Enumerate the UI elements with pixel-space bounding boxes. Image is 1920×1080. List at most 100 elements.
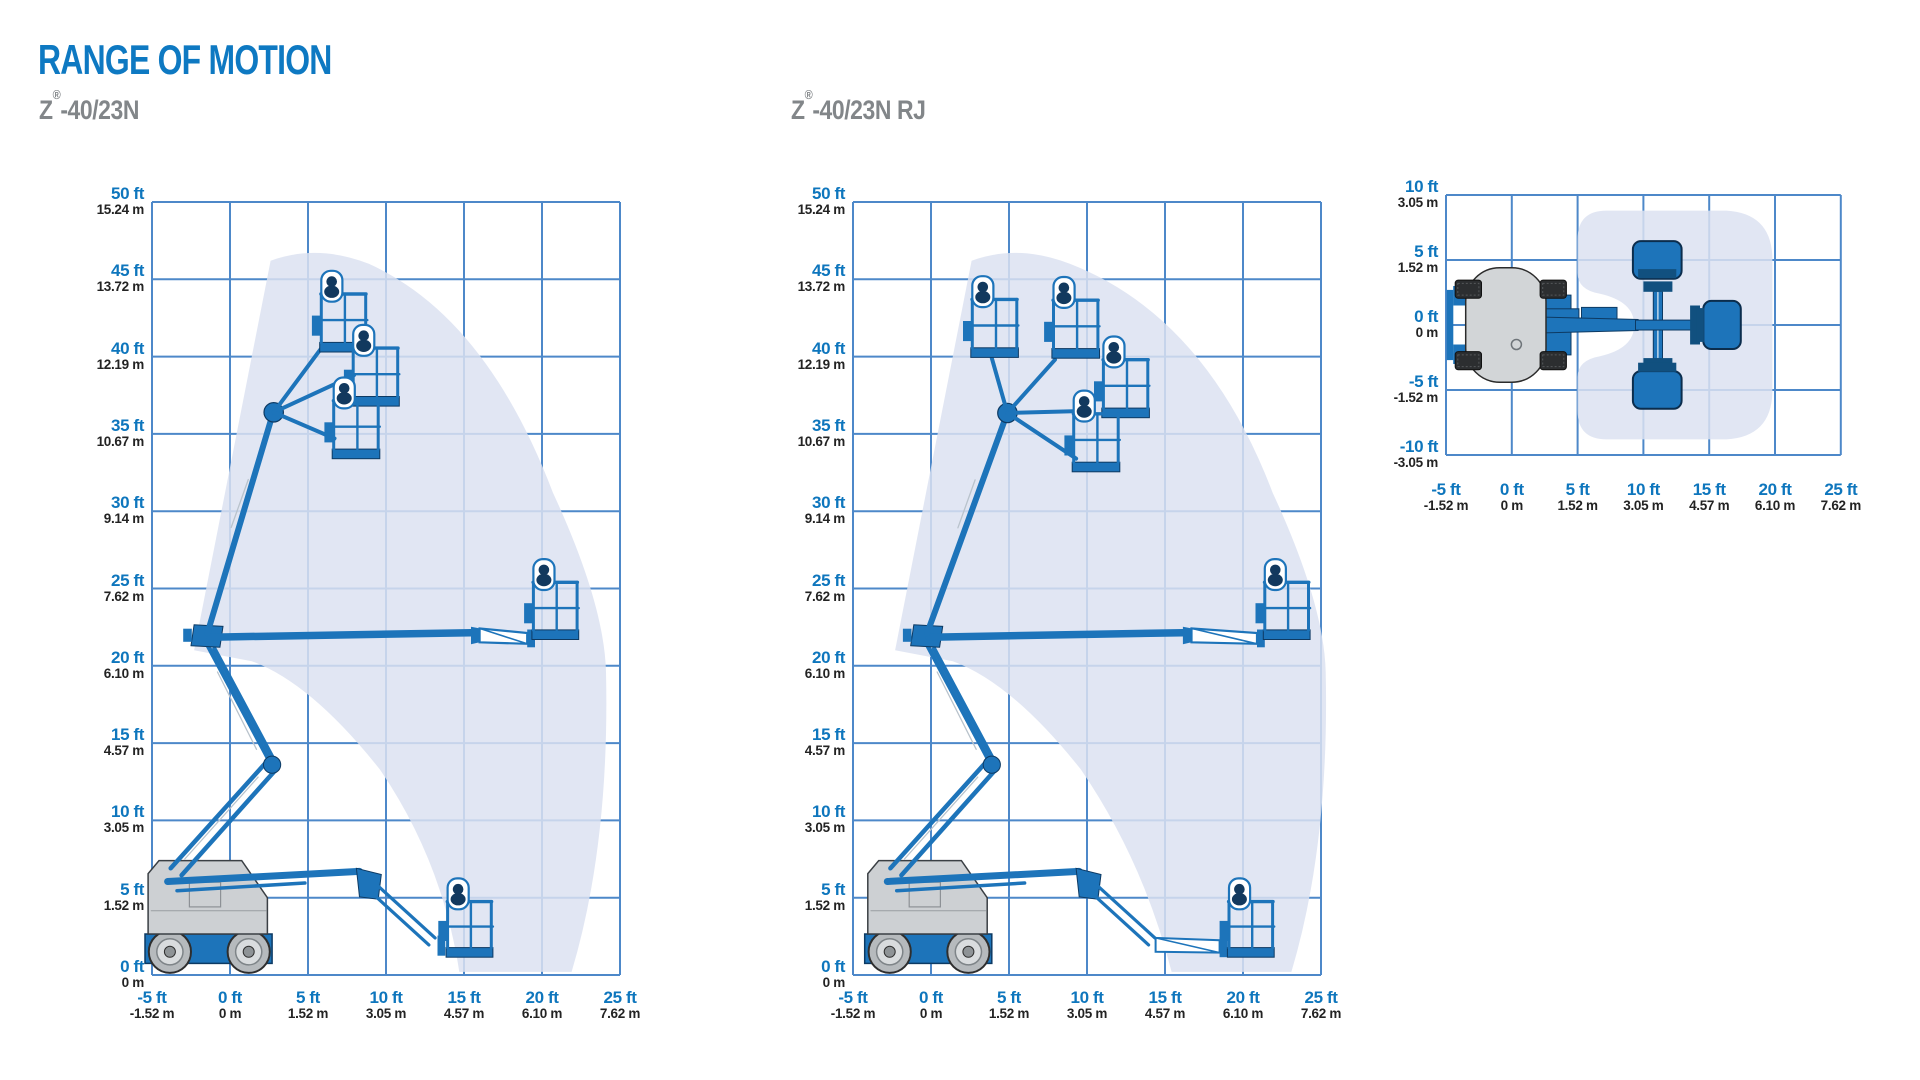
tick-feet-value: 15 ft: [1692, 480, 1726, 499]
tick-feet-value: 10 ft: [812, 802, 845, 822]
y-axis-tick: 15 ft 4.57 m: [761, 726, 846, 758]
x-axis-tick: 15 ft 4.57 m: [1120, 988, 1210, 1021]
y-axis-tick: 0 ft 0 m: [761, 958, 845, 990]
tick-meters-value: 0 m: [121, 975, 145, 990]
y-axis-tick: -10 ft -3.05 m: [1354, 437, 1439, 470]
y-axis-tick: 25 ft 7.62 m: [761, 572, 846, 604]
tick-meters-value: 4.57 m: [443, 1006, 485, 1021]
y-axis-tick: 15 ft 4.57 m: [60, 725, 145, 759]
tick-meters-value: 13.72 m: [96, 279, 145, 295]
tick-feet-value: -5 ft: [838, 988, 868, 1007]
x-axis-tick: -5 ft -1.52 m: [107, 988, 197, 1021]
tick-meters-value: 3.05 m: [1397, 195, 1439, 210]
boom-lift-top-illustration: [1446, 240, 1742, 410]
x-axis-tick: 25 ft 7.62 m: [575, 989, 665, 1021]
tick-meters-value: 7.62 m: [804, 588, 846, 604]
tick-meters-value: 6.10 m: [1754, 498, 1796, 513]
x-axis-tick: 0 ft 0 m: [886, 989, 976, 1021]
tick-feet-value: 20 ft: [525, 988, 559, 1007]
x-axis-tick: 25 ft 7.62 m: [1796, 480, 1886, 513]
registered-trademark-icon: ®: [804, 87, 813, 102]
tick-meters-value: 7.62 m: [103, 588, 145, 604]
tick-feet-value: -10 ft: [1399, 437, 1439, 456]
tick-meters-value: 9.14 m: [103, 511, 145, 527]
tick-feet-value: 5 ft: [821, 879, 845, 899]
tick-feet-value: -5 ft: [137, 988, 167, 1007]
tick-meters-value: 1.52 m: [287, 1006, 329, 1021]
tick-feet-value: 20 ft: [1758, 480, 1792, 499]
y-axis-tick: 20 ft 6.10 m: [761, 647, 846, 681]
tick-meters-value: 12.19 m: [797, 356, 846, 372]
model-name: Z: [791, 95, 805, 125]
tick-feet-value: 25 ft: [1304, 988, 1338, 1007]
tick-feet-value: 45 ft: [111, 261, 144, 281]
tick-feet-value: 20 ft: [111, 647, 144, 667]
chart-side-n: [144, 201, 621, 976]
tick-feet-value: 50 ft: [111, 184, 144, 203]
tick-feet-value: 10 ft: [1070, 988, 1104, 1007]
y-axis-tick: 35 ft 10.67 m: [761, 417, 846, 449]
tick-feet-value: 25 ft: [1824, 480, 1858, 499]
tick-feet-value: 0 ft: [1499, 480, 1524, 499]
tick-meters-value: 6.10 m: [103, 665, 145, 681]
tick-meters-value: -1.52 m: [830, 1006, 876, 1021]
tick-feet-value: 40 ft: [111, 338, 144, 358]
tick-feet-value: 45 ft: [812, 261, 845, 281]
tick-meters-value: 3.05 m: [1623, 498, 1664, 513]
tick-feet-value: 0 ft: [218, 988, 242, 1007]
tick-meters-value: 4.57 m: [1144, 1006, 1186, 1021]
tick-meters-value: 13.72 m: [797, 279, 846, 295]
registered-trademark-icon: ®: [52, 87, 61, 102]
tick-meters-value: 15.24 m: [797, 202, 846, 217]
tick-feet-value: 10 ft: [111, 802, 144, 822]
tick-feet-value: 25 ft: [111, 570, 144, 590]
tick-meters-value: 3.05 m: [103, 820, 145, 836]
tick-feet-value: 5 ft: [120, 879, 144, 899]
tick-meters-value: 4.57 m: [1689, 498, 1730, 513]
tick-feet-value: 5 ft: [1414, 242, 1438, 261]
y-axis-tick: 50 ft 15.24 m: [60, 184, 145, 217]
tick-feet-value: 5 ft: [296, 988, 320, 1007]
boom-lift-side-illustration: [863, 275, 1312, 974]
tick-feet-value: 50 ft: [812, 184, 845, 203]
tick-meters-value: -1.52 m: [129, 1006, 175, 1021]
chart-top-view: [1445, 194, 1842, 456]
y-axis-tick: 40 ft 12.19 m: [761, 338, 846, 372]
y-axis-tick: 50 ft 15.24 m: [761, 184, 846, 217]
tick-feet-value: 20 ft: [1226, 988, 1260, 1007]
tick-meters-value: 1.52 m: [1557, 498, 1598, 513]
x-axis-tick: 20 ft 6.10 m: [497, 988, 587, 1021]
tick-meters-value: 1.52 m: [988, 1006, 1030, 1021]
tick-feet-value: 15 ft: [1148, 988, 1182, 1007]
x-axis-tick: 25 ft 7.62 m: [1276, 988, 1366, 1021]
tick-meters-value: 4.57 m: [103, 743, 145, 759]
x-axis-tick: 5 ft 1.52 m: [964, 989, 1054, 1021]
y-axis-tick: 10 ft 3.05 m: [1354, 177, 1439, 210]
tick-meters-value: 0 m: [919, 1006, 943, 1021]
model-name-suffix: -40/23N RJ: [812, 95, 926, 125]
page-title: RANGE OF MOTION: [38, 36, 332, 83]
tick-feet-value: 10 ft: [369, 988, 403, 1007]
x-axis-tick: -5 ft -1.52 m: [1401, 480, 1491, 513]
tick-feet-value: 35 ft: [111, 415, 144, 435]
tick-feet-value: 10 ft: [1405, 177, 1438, 196]
y-axis-tick: 45 ft 13.72 m: [60, 261, 145, 295]
tick-feet-value: -5 ft: [1408, 372, 1439, 391]
tick-feet-value: -5 ft: [1431, 480, 1461, 499]
y-axis-tick: 30 ft 9.14 m: [60, 494, 145, 527]
model-subtitle-z4023n: Z®-40/23N: [39, 87, 139, 126]
tick-meters-value: 0 m: [1415, 325, 1439, 340]
tick-feet-value: 20 ft: [812, 647, 845, 667]
tick-meters-value: 9.14 m: [804, 511, 846, 527]
x-axis-tick: 10 ft 3.05 m: [341, 988, 431, 1021]
tick-meters-value: 7.62 m: [1300, 1006, 1342, 1021]
tick-feet-value: 40 ft: [812, 338, 845, 358]
tick-meters-value: 0 m: [1500, 498, 1524, 513]
tick-meters-value: 10.67 m: [797, 433, 846, 449]
x-axis-tick: 15 ft 4.57 m: [419, 989, 509, 1021]
x-axis-tick: 0 ft 0 m: [1467, 480, 1557, 513]
tick-meters-value: 3.05 m: [804, 820, 846, 836]
tick-feet-value: 15 ft: [111, 725, 144, 745]
y-axis-tick: 5 ft 1.52 m: [60, 879, 145, 913]
tick-meters-value: 1.52 m: [804, 897, 846, 913]
